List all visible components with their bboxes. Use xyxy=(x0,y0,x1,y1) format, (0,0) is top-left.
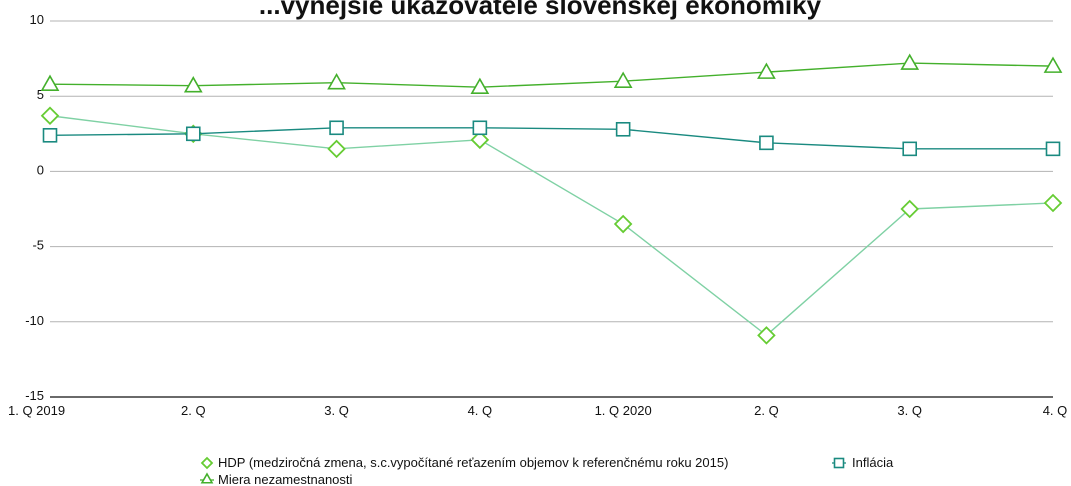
data-point-triangle xyxy=(1043,56,1063,73)
data-point-square xyxy=(833,457,845,469)
data-point-diamond xyxy=(40,106,60,126)
y-tick-label: 10 xyxy=(30,12,44,27)
legend-label: Miera nezamestnanosti xyxy=(218,472,353,486)
y-tick-label: -10 xyxy=(25,313,44,328)
data-point-diamond xyxy=(900,199,919,219)
data-point-square xyxy=(329,120,344,136)
legend: HDP (medziročná zmena, s.c.vypočítané re… xyxy=(200,455,894,486)
chart-title: ...výnejšie ukazovatele slovenskej ekono… xyxy=(259,0,822,20)
data-point-triangle xyxy=(183,76,203,93)
y-tick-label: -15 xyxy=(25,388,44,403)
data-point-square xyxy=(759,135,774,151)
data-point-square xyxy=(1045,141,1061,157)
data-point-diamond xyxy=(470,130,490,150)
x-tick-label: 1. Q 2020 xyxy=(595,403,652,418)
x-axis-tick-labels: 1. Q 2019 2. Q 3. Q 4. Q 1. Q 2020 2. Q 3. Q 4.… xyxy=(8,403,1067,418)
y-tick-label: -5 xyxy=(32,238,44,253)
legend-label: HDP (medziročná zmena, s.c.vypočítané re… xyxy=(218,455,728,470)
series-2 xyxy=(42,120,1061,157)
x-tick-label: 4. Q xyxy=(468,403,493,418)
grid-lines xyxy=(50,20,1053,398)
series-line xyxy=(49,62,1054,88)
x-tick-label: 4. Q xyxy=(1043,403,1068,418)
data-point-square xyxy=(472,120,488,136)
y-tick-label: 5 xyxy=(37,87,44,102)
series-3 xyxy=(40,53,1063,94)
x-tick-label: 2. Q xyxy=(181,403,206,418)
data-point-square xyxy=(902,141,918,157)
data-point-triangle xyxy=(757,62,776,79)
data-point-square xyxy=(42,128,58,143)
data-point-diamond xyxy=(327,139,346,159)
series-group xyxy=(40,53,1063,345)
data-point-square xyxy=(615,121,631,137)
data-point-diamond xyxy=(613,214,633,234)
legend-label: Inflácia xyxy=(852,455,894,470)
x-tick-label: 3. Q xyxy=(324,403,349,418)
data-point-diamond xyxy=(1043,193,1063,213)
x-tick-label: 2. Q xyxy=(754,403,779,418)
x-tick-label: 3. Q xyxy=(897,403,922,418)
data-point-diamond xyxy=(757,326,776,345)
data-point-triangle xyxy=(900,53,920,70)
data-point-triangle xyxy=(40,74,60,91)
series-line xyxy=(49,115,1054,337)
legend-item-hdp: HDP (medziročná zmena, s.c.vypočítané re… xyxy=(200,455,728,470)
data-point-triangle xyxy=(200,472,214,484)
data-point-diamond xyxy=(200,456,214,470)
legend-item-inflacia: Inflácia xyxy=(832,455,894,470)
data-point-square xyxy=(185,126,201,142)
data-point-triangle xyxy=(327,73,346,90)
x-tick-label: 1. Q 2019 xyxy=(8,403,65,418)
data-point-triangle xyxy=(470,77,490,94)
legend-item-miera: Miera nezamestnanosti xyxy=(200,472,353,486)
y-tick-label: 0 xyxy=(37,162,44,177)
y-axis-tick-labels: -15 -10 -5 0 5 10 xyxy=(25,12,44,403)
data-point-triangle xyxy=(613,71,633,88)
series-line xyxy=(49,127,1053,150)
